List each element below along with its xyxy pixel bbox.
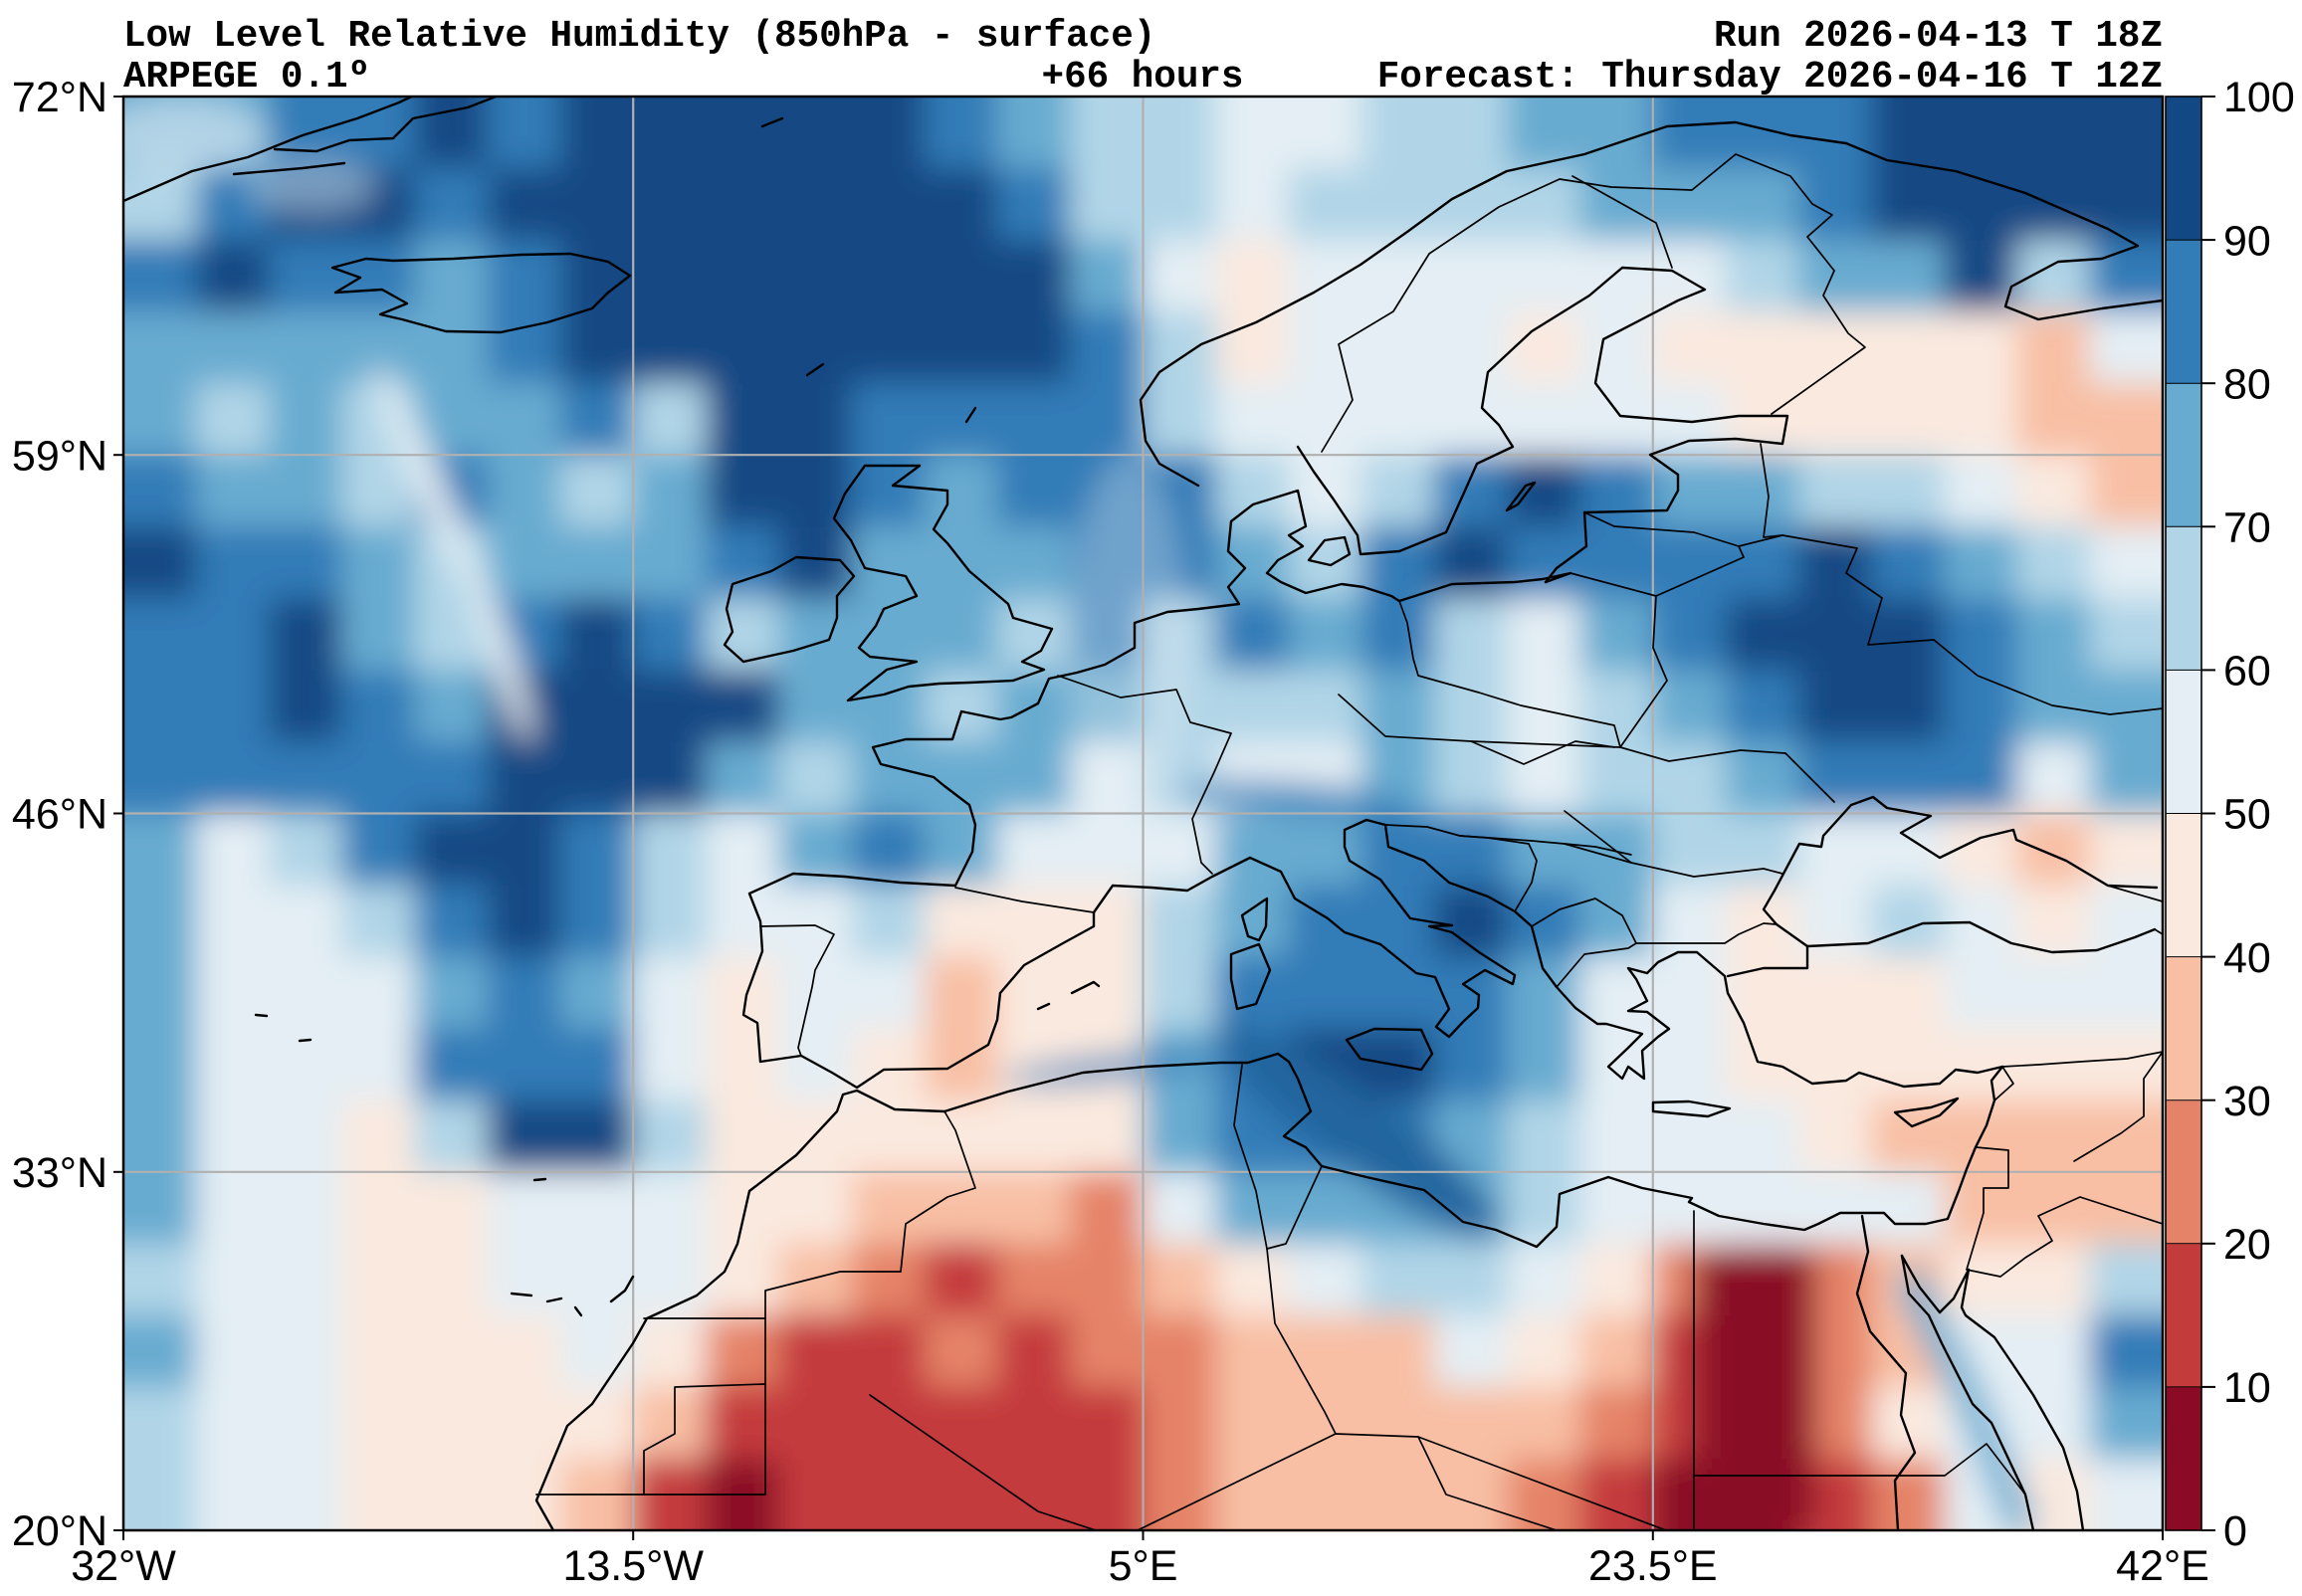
svg-text:Run 2026-04-13 T 18Z: Run 2026-04-13 T 18Z [1714, 16, 2163, 58]
svg-text:ARPEGE 0.1º: ARPEGE 0.1º [123, 57, 370, 99]
svg-text:10: 10 [2223, 1364, 2271, 1412]
svg-text:33°N: 33°N [12, 1149, 107, 1197]
svg-text:80: 80 [2223, 360, 2271, 408]
svg-text:32°W: 32°W [71, 1542, 176, 1590]
svg-text:72°N: 72°N [12, 74, 107, 121]
svg-text:42°E: 42°E [2116, 1542, 2209, 1590]
svg-text:60: 60 [2223, 648, 2271, 696]
svg-text:13.5°W: 13.5°W [562, 1542, 704, 1590]
svg-text:20: 20 [2223, 1221, 2271, 1269]
svg-text:59°N: 59°N [12, 432, 107, 480]
svg-text:50: 50 [2223, 791, 2271, 839]
svg-text:20°N: 20°N [12, 1507, 107, 1555]
svg-text:23.5°E: 23.5°E [1588, 1542, 1718, 1590]
svg-text:100: 100 [2223, 74, 2295, 121]
svg-text:40: 40 [2223, 934, 2271, 982]
svg-text:Forecast: Thursday 2026-04-16: Forecast: Thursday 2026-04-16 T 12Z [1377, 57, 2163, 99]
svg-text:0: 0 [2223, 1507, 2247, 1555]
svg-text:70: 70 [2223, 504, 2271, 552]
svg-text:30: 30 [2223, 1078, 2271, 1125]
svg-text:5°E: 5°E [1109, 1542, 1178, 1590]
svg-text:90: 90 [2223, 217, 2271, 265]
svg-text:46°N: 46°N [12, 791, 107, 839]
svg-text:Low Level Relative Humidity (8: Low Level Relative Humidity (850hPa - su… [123, 16, 1155, 58]
svg-text:+66 hours: +66 hours [1042, 57, 1244, 99]
